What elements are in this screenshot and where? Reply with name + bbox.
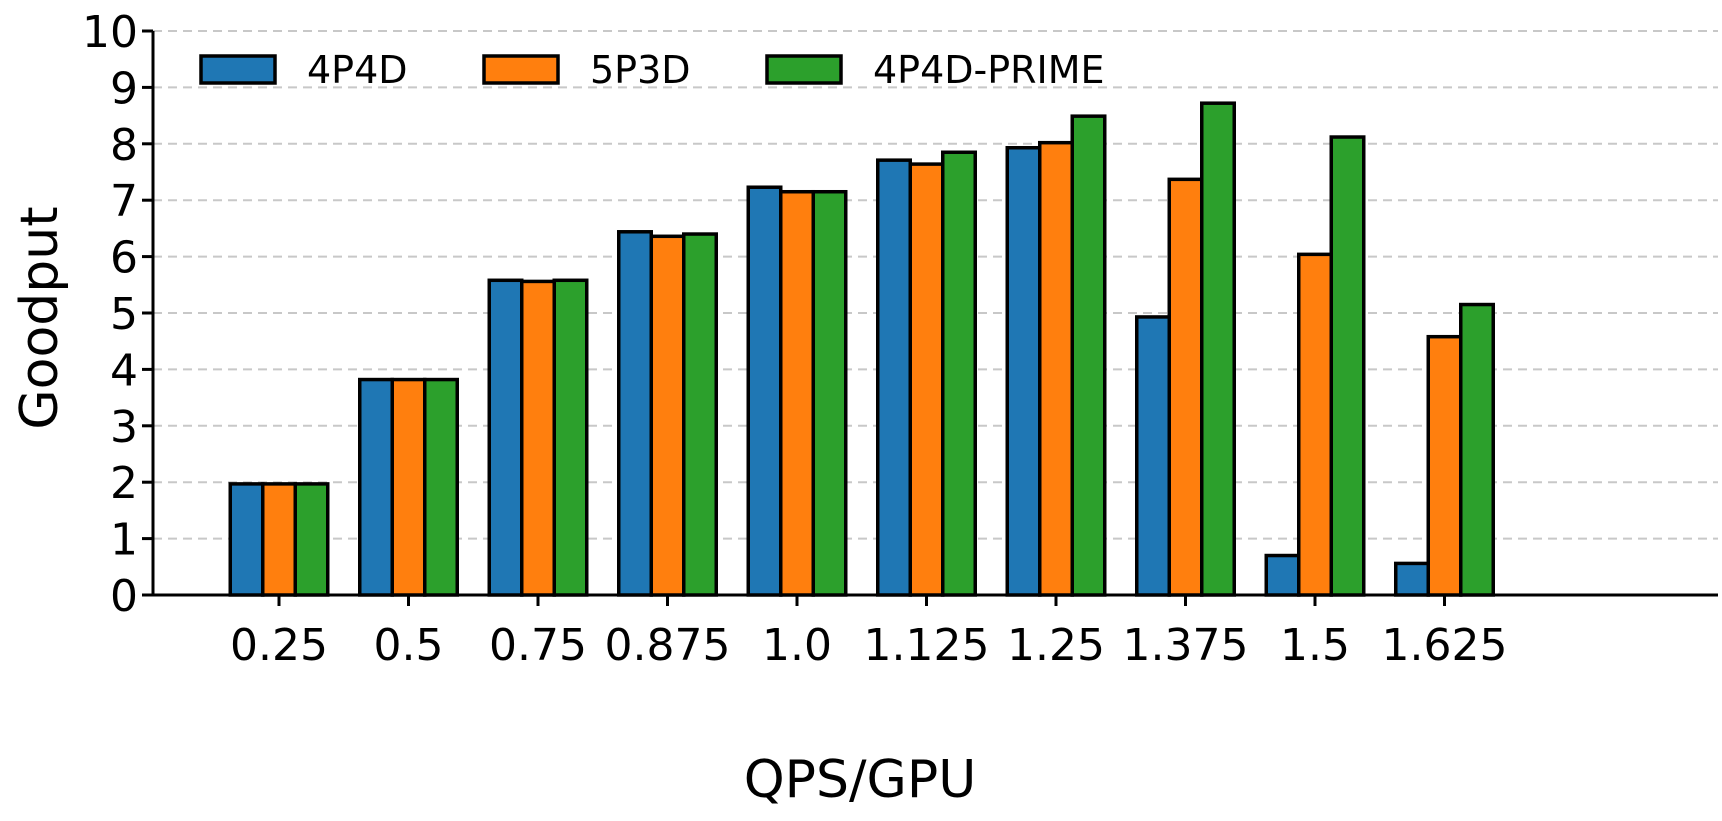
- y-tick-label-1: 1: [110, 515, 138, 566]
- y-tick-label-0: 0: [110, 571, 138, 622]
- legend-swatch-5p3d: [482, 54, 560, 85]
- x-tick-label-0.5: 0.5: [374, 620, 444, 671]
- x-axis-label: QPS/GPU: [744, 750, 977, 810]
- legend-swatch-4p4d-prime: [765, 54, 843, 85]
- legend-label-5p3d: 5P3D: [590, 48, 691, 92]
- y-tick-label-7: 7: [110, 176, 138, 227]
- bar-5p3d-0.75: [520, 279, 556, 597]
- y-tick-label-5: 5: [110, 289, 138, 340]
- bar-4p4d-1.125: [876, 158, 912, 597]
- bar-4p4d-0.25: [228, 482, 265, 597]
- bar-5p3d-1.0: [779, 189, 815, 597]
- y-tick-label-2: 2: [110, 458, 138, 509]
- x-tick-label-1.625: 1.625: [1382, 620, 1508, 671]
- bar-4p4d-prime-0.5: [423, 377, 459, 597]
- bars: [228, 101, 1495, 597]
- bar-5p3d-1.125: [908, 162, 945, 597]
- bar-5p3d-0.25: [261, 482, 297, 597]
- x-tick-label-1.5: 1.5: [1280, 620, 1350, 671]
- legend-swatch-4p4d: [199, 54, 277, 85]
- bar-4p4d-prime-1.25: [1070, 114, 1107, 597]
- y-tick-label-8: 8: [110, 120, 138, 171]
- bar-4p4d-0.5: [358, 377, 394, 597]
- bar-5p3d-0.5: [390, 377, 427, 597]
- bar-5p3d-1.375: [1167, 177, 1204, 597]
- x-tick-label-0.25: 0.25: [230, 620, 328, 671]
- bar-4p4d-prime-1.375: [1200, 101, 1236, 597]
- x-tick-label-1.25: 1.25: [1007, 620, 1105, 671]
- bar-4p4d-1.375: [1135, 315, 1171, 597]
- x-tick-label-0.75: 0.75: [489, 620, 587, 671]
- bar-4p4d-prime-1.0: [811, 189, 848, 597]
- bar-4p4d-1.0: [746, 185, 783, 597]
- y-tick-label-3: 3: [110, 402, 138, 453]
- bar-5p3d-1.625: [1426, 334, 1463, 597]
- bar-5p3d-1.5: [1297, 252, 1333, 597]
- bar-5p3d-0.875: [649, 234, 686, 597]
- bar-4p4d-0.75: [487, 278, 524, 597]
- bar-4p4d-0.875: [617, 230, 653, 597]
- bar-4p4d-prime-1.625: [1459, 302, 1495, 597]
- legend-label-4p4d: 4P4D: [307, 48, 408, 92]
- y-axis-label: Goodput: [10, 206, 70, 429]
- x-ticks: 0.25 0.5 0.75 0.875 1.0 1.125 1.25 1.375 1.5 1.62…: [230, 595, 1507, 671]
- legend: 4P4D 5P3D 4P4D-PRIME: [199, 48, 1105, 92]
- bar-4p4d-prime-0.75: [552, 278, 589, 597]
- y-tick-label-4: 4: [110, 345, 138, 396]
- bar-4p4d-1.625: [1394, 561, 1430, 597]
- bar-4p4d-prime-1.5: [1329, 135, 1366, 597]
- bar-4p4d-prime-0.875: [682, 232, 718, 597]
- y-tick-label-9: 9: [110, 63, 138, 114]
- y-tick-label-10: 10: [82, 7, 138, 58]
- x-tick-label-1.0: 1.0: [762, 620, 832, 671]
- bar-4p4d-prime-1.125: [941, 150, 977, 597]
- x-tick-label-1.375: 1.375: [1123, 620, 1249, 671]
- bar-4p4d-prime-0.25: [293, 482, 330, 597]
- y-tick-label-6: 6: [110, 233, 138, 284]
- x-tick-label-1.125: 1.125: [864, 620, 990, 671]
- bar-4p4d-1.5: [1264, 553, 1301, 597]
- bar-4p4d-1.25: [1005, 145, 1042, 597]
- x-tick-label-0.875: 0.875: [605, 620, 731, 671]
- bar-5p3d-1.25: [1038, 140, 1074, 597]
- legend-label-4p4d-prime: 4P4D-PRIME: [873, 48, 1105, 92]
- y-ticks: 01 23 456 78 910: [82, 7, 153, 622]
